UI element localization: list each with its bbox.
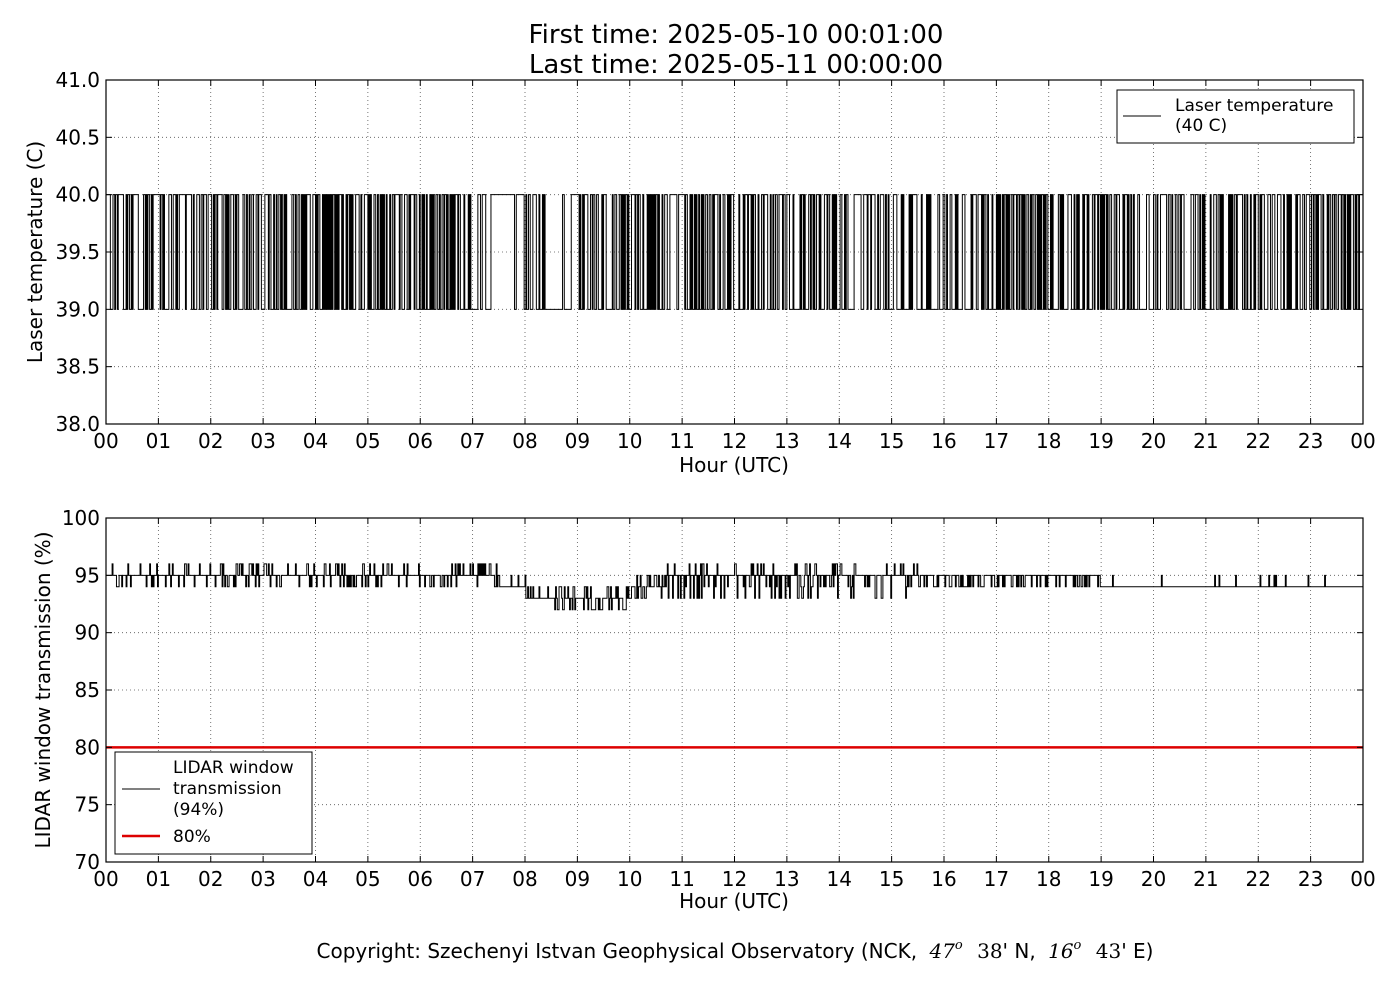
lidar-transmission-x-tick-label: 22	[1246, 867, 1271, 891]
laser-temperature-x-tick-label: 09	[565, 429, 590, 453]
laser-temperature-x-tick-label: 12	[722, 429, 747, 453]
laser-temperature-x-tick-label: 03	[250, 429, 275, 453]
laser-temperature-x-tick-label: 17	[984, 429, 1009, 453]
copyright-footer: Copyright: Szechenyi Istvan Geophysical …	[317, 930, 1154, 963]
laser-temperature-x-tick-label: 23	[1298, 429, 1323, 453]
lidar-transmission-x-tick-label: 15	[879, 867, 904, 891]
lidar-transmission-x-tick-label: 12	[722, 867, 747, 891]
laser-temperature-x-tick-label: 19	[1088, 429, 1113, 453]
laser-temperature-x-tick-label: 05	[355, 429, 380, 453]
copyright-prefix: Copyright: Szechenyi Istvan Geophysical …	[317, 939, 918, 963]
laser-temperature-x-tick-label: 13	[774, 429, 799, 453]
lidar-transmission-y-tick-label: 100	[62, 506, 100, 530]
laser-temperature-x-tick-label: 16	[931, 429, 956, 453]
latitude-degree-mark: o	[955, 938, 963, 953]
lidar-transmission-x-tick-label: 06	[408, 867, 433, 891]
lidar-transmission-x-tick-label: 07	[460, 867, 485, 891]
lidar-transmission-x-tick-label: 16	[931, 867, 956, 891]
laser-temperature-x-tick-label: 11	[669, 429, 694, 453]
lidar-transmission-x-tick-label: 13	[774, 867, 799, 891]
laser-temperature-legend-label-line1: Laser temperature	[1175, 96, 1333, 116]
lidar-transmission-y-ticks: 70 75 80 85 90 95 100	[62, 506, 1363, 874]
title-first-time: First time: 2025-05-10 00:01:00	[529, 20, 944, 50]
laser-temperature-x-tick-label: 01	[146, 429, 171, 453]
laser-temperature-x-axis-label: Hour (UTC)	[679, 453, 789, 477]
lidar-transmission-y-tick-label: 90	[75, 621, 100, 645]
lidar-transmission-x-tick-label: 01	[146, 867, 171, 891]
lidar-transmission-y-tick-label: 95	[75, 563, 100, 587]
lidar-transmission-legend-label-line3: (94%)	[173, 800, 224, 820]
latitude-minutes: 38	[977, 939, 1002, 963]
laser-temperature-y-tick-label: 39.0	[55, 297, 100, 321]
laser-temperature-x-tick-label: 00	[1350, 429, 1375, 453]
laser-temperature-x-ticks: 00 01 02 03 04 05 06 07 08 09 10 11 12 13 14 15 16 17 18 19…	[93, 80, 1376, 453]
lidar-transmission-x-tick-label: 11	[669, 867, 694, 891]
laser-temperature-x-tick-label: 07	[460, 429, 485, 453]
lidar-transmission-x-tick-label: 18	[1036, 867, 1061, 891]
laser-temperature-x-tick-label: 14	[827, 429, 852, 453]
laser-temperature-legend-label-line2: (40 C)	[1175, 116, 1227, 136]
lidar-transmission-x-tick-label: 23	[1298, 867, 1323, 891]
lidar-transmission-legend-label-line2: transmission	[173, 779, 282, 799]
lidar-transmission-x-tick-label: 00	[93, 867, 118, 891]
laser-temperature-x-tick-label: 10	[617, 429, 642, 453]
laser-temperature-y-tick-label: 40.5	[55, 125, 100, 149]
lidar-transmission-x-tick-label: 19	[1088, 867, 1113, 891]
lidar-transmission-x-axis-label: Hour (UTC)	[679, 889, 789, 913]
lidar-transmission-x-tick-label: 04	[303, 867, 328, 891]
laser-temperature-x-tick-label: 21	[1193, 429, 1218, 453]
laser-temperature-x-tick-label: 22	[1246, 429, 1271, 453]
lidar-transmission-x-tick-label: 08	[512, 867, 537, 891]
laser-temperature-x-tick-label: 15	[879, 429, 904, 453]
laser-temperature-y-tick-label: 38.0	[55, 412, 100, 436]
lidar-transmission-x-tick-label: 10	[617, 867, 642, 891]
lidar-transmission-x-tick-label: 09	[565, 867, 590, 891]
lidar-transmission-x-tick-label: 17	[984, 867, 1009, 891]
lidar-transmission-legend-label-line1: LIDAR window	[173, 758, 294, 778]
lidar-transmission-y-axis-label: LIDAR window transmission (%)	[31, 532, 55, 849]
laser-temperature-x-tick-label: 08	[512, 429, 537, 453]
laser-temperature-legend: Laser temperature (40 C)	[1116, 89, 1355, 144]
lidar-transmission-y-tick-label: 85	[75, 678, 100, 702]
laser-temperature-line	[106, 194, 1363, 310]
longitude-degrees: 16	[1048, 939, 1074, 963]
lidar-transmission-x-tick-label: 05	[355, 867, 380, 891]
lidar-transmission-x-tick-label: 00	[1350, 867, 1375, 891]
threshold-legend-label: 80%	[173, 827, 211, 847]
laser-temperature-x-tick-label: 20	[1141, 429, 1166, 453]
latitude-suffix: ' N,	[1003, 939, 1036, 963]
longitude-minutes: 43	[1096, 939, 1121, 963]
lidar-transmission-line	[106, 563, 1363, 611]
laser-temperature-y-tick-label: 41.0	[55, 68, 100, 92]
lidar-transmission-y-tick-label: 80	[75, 735, 100, 759]
laser-temperature-y-tick-label: 40.0	[55, 183, 100, 207]
laser-temperature-x-tick-label: 06	[408, 429, 433, 453]
latitude-degrees: 47	[928, 939, 955, 963]
lidar-transmission-x-tick-label: 03	[250, 867, 275, 891]
lidar-transmission-y-tick-label: 75	[75, 793, 100, 817]
laser-temperature-x-tick-label: 00	[93, 429, 118, 453]
lidar-transmission-x-ticks: 00 01 02 03 04 05 06 07 08 09 10 11 12 13 14 15 16 17 18 19…	[93, 518, 1376, 891]
laser-temperature-series	[106, 194, 1363, 310]
lidar-transmission-x-tick-label: 20	[1141, 867, 1166, 891]
lidar-transmission-legend: LIDAR window transmission (94%) 80%	[114, 751, 313, 855]
laser-temperature-x-tick-label: 18	[1036, 429, 1061, 453]
lidar-transmission-y-tick-label: 70	[75, 850, 100, 874]
laser-temperature-y-ticks: 38.0 38.5 39.0 39.5 40.0 40.5 41.0	[55, 68, 1363, 436]
lidar-transmission-chart: 00 01 02 03 04 05 06 07 08 09 10 11 12 13 14 15 16 17 18 19…	[31, 506, 1376, 913]
lidar-transmission-x-tick-label: 14	[827, 867, 852, 891]
lidar-transmission-x-tick-label: 21	[1193, 867, 1218, 891]
laser-temperature-y-axis-label: Laser temperature (C)	[23, 141, 47, 363]
lidar-transmission-series	[106, 563, 1363, 749]
laser-temperature-chart: 00 01 02 03 04 05 06 07 08 09 10 11 12 13 14 15 16 17 18 19…	[23, 68, 1376, 477]
longitude-degree-mark: o	[1074, 938, 1082, 953]
laser-temperature-x-tick-label: 02	[198, 429, 223, 453]
laser-temperature-y-tick-label: 38.5	[55, 355, 100, 379]
laser-temperature-y-tick-label: 39.5	[55, 240, 100, 264]
lidar-transmission-x-tick-label: 02	[198, 867, 223, 891]
longitude-suffix: ' E)	[1121, 939, 1153, 963]
title-last-time: Last time: 2025-05-11 00:00:00	[529, 50, 943, 80]
laser-temperature-x-tick-label: 04	[303, 429, 328, 453]
